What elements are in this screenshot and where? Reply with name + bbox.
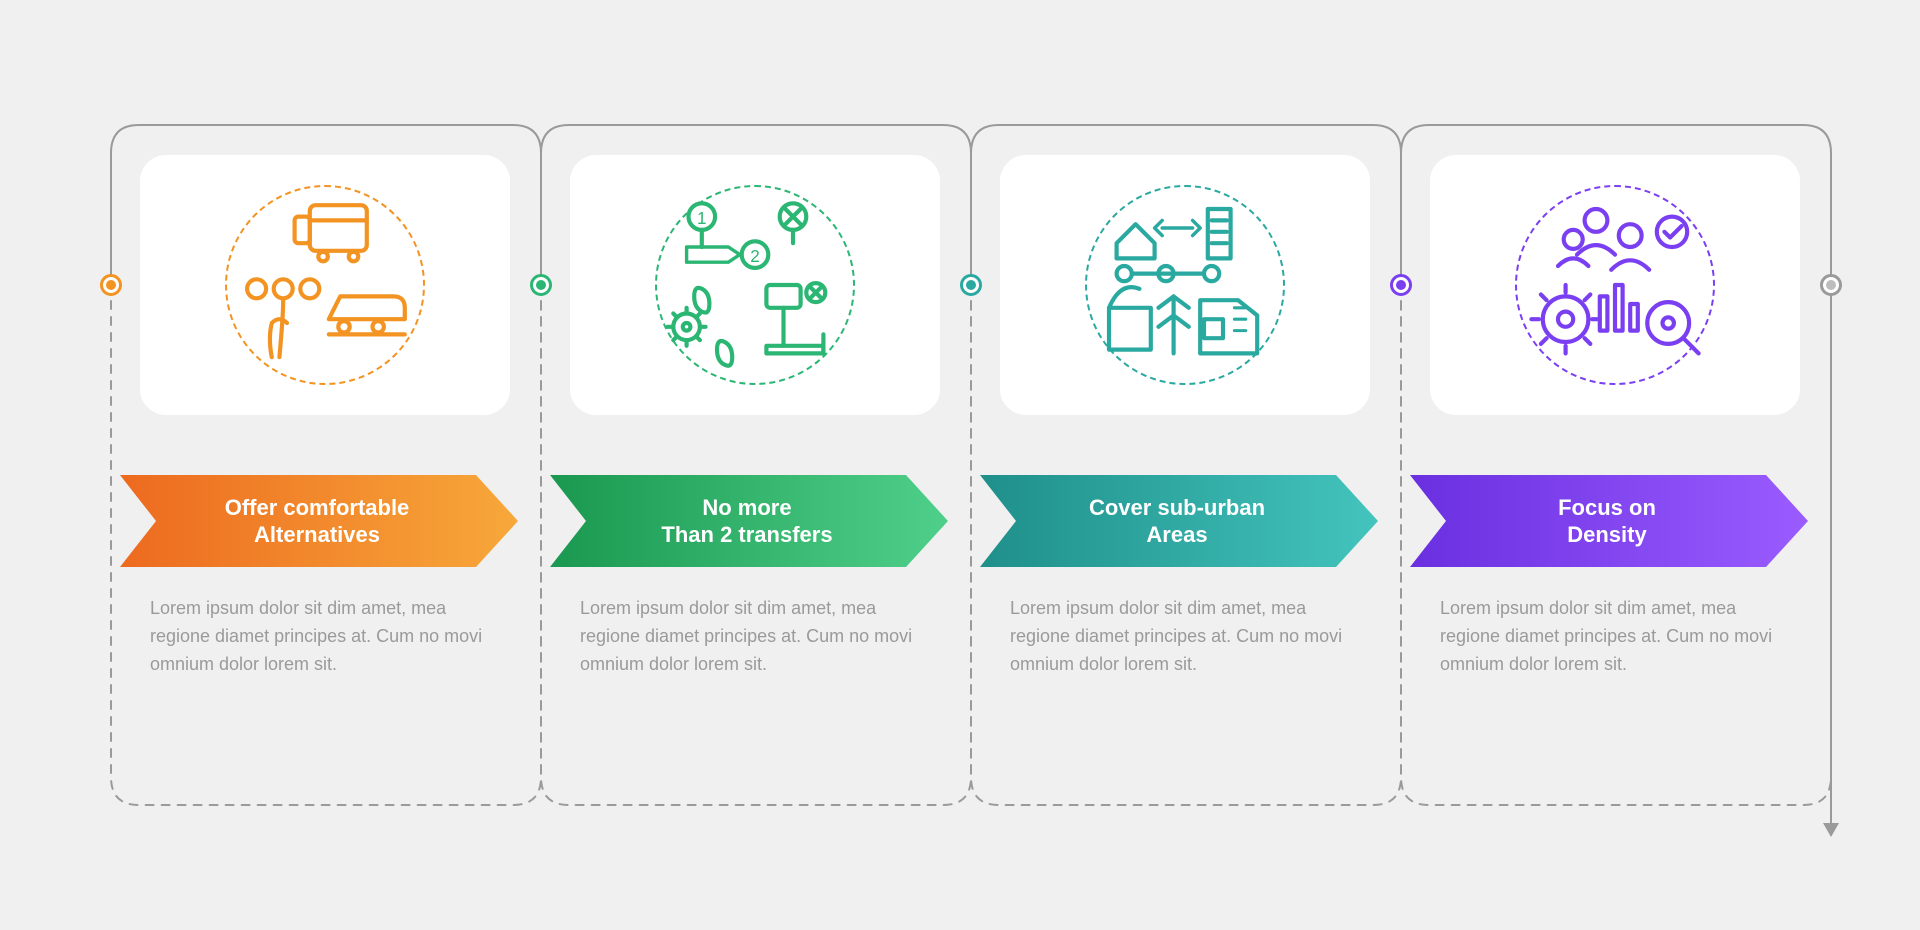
infographic-card <box>1430 155 1800 415</box>
svg-text:2: 2 <box>750 247 760 266</box>
step-banner: Offer comfortableAlternatives <box>120 475 518 567</box>
step-title: No moreThan 2 transfers <box>550 475 948 567</box>
step-title: Offer comfortableAlternatives <box>120 475 518 567</box>
connector-node <box>530 274 552 296</box>
step-1-icon <box>230 190 420 380</box>
connector-node <box>1820 274 1842 296</box>
step-description: Lorem ipsum dolor sit dim amet, mea regi… <box>1440 595 1790 679</box>
icon-circle <box>1515 185 1715 385</box>
icon-circle: 1 2 <box>655 185 855 385</box>
step-3-icon <box>1090 190 1280 380</box>
connector-node <box>100 274 122 296</box>
step-description: Lorem ipsum dolor sit dim amet, mea regi… <box>1010 595 1360 679</box>
infographic-card <box>1000 155 1370 415</box>
infographic-card <box>140 155 510 415</box>
step-banner: Focus onDensity <box>1410 475 1808 567</box>
step-banner: No moreThan 2 transfers <box>550 475 948 567</box>
step-title: Cover sub-urbanAreas <box>980 475 1378 567</box>
connector-node <box>1390 274 1412 296</box>
connector-node <box>960 274 982 296</box>
icon-circle <box>225 185 425 385</box>
svg-text:1: 1 <box>697 209 707 228</box>
icon-circle <box>1085 185 1285 385</box>
step-description: Lorem ipsum dolor sit dim amet, mea regi… <box>580 595 930 679</box>
step-title: Focus onDensity <box>1410 475 1808 567</box>
step-2-icon: 1 2 <box>660 190 850 380</box>
step-4-icon <box>1520 190 1710 380</box>
step-description: Lorem ipsum dolor sit dim amet, mea regi… <box>150 595 500 679</box>
step-banner: Cover sub-urbanAreas <box>980 475 1378 567</box>
infographic-card: 1 2 <box>570 155 940 415</box>
